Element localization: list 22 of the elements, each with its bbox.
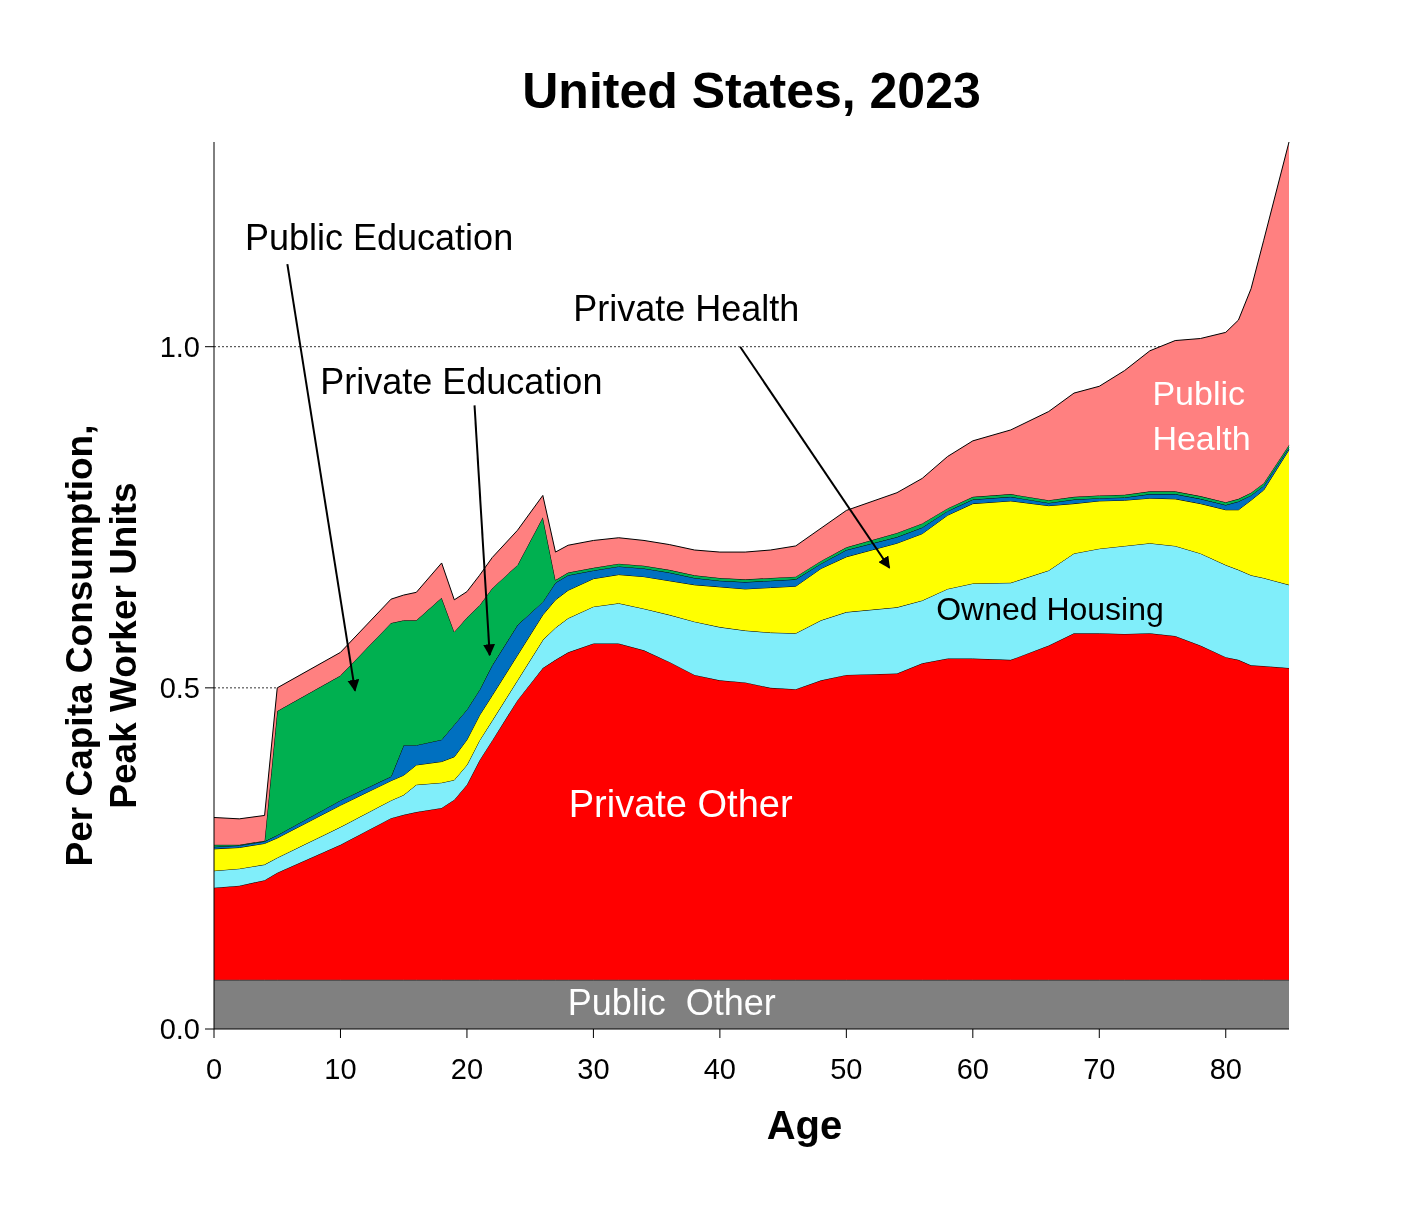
text: Private Health <box>573 287 800 329</box>
series-label: Owned Housing <box>936 590 1164 627</box>
y-tick-label: 0.0 <box>159 1013 200 1045</box>
x-tick-label: 40 <box>703 1053 737 1085</box>
x-axis-title: Age <box>766 1103 843 1147</box>
series-label: Private Other <box>568 783 793 826</box>
x-tick-label: 20 <box>450 1053 484 1085</box>
text: Public Education <box>244 217 514 259</box>
y-axis-title: Per Capita Consumption, Peak Worker Units <box>59 424 144 867</box>
x-tick-label: 10 <box>324 1053 357 1085</box>
text: Private Education <box>320 360 603 402</box>
y-tick-label: 1.0 <box>159 330 200 363</box>
x-tick-label: 0 <box>205 1053 223 1085</box>
x-tick-label: 60 <box>956 1053 989 1085</box>
x-tick-label: 70 <box>1083 1053 1116 1085</box>
x-tick-label: 30 <box>577 1053 610 1085</box>
x-tick-label: 80 <box>1209 1053 1242 1085</box>
x-tick-label: 50 <box>830 1053 863 1085</box>
y-tick-label: 0.5 <box>159 671 200 704</box>
series-label: Public Other <box>567 982 776 1024</box>
series-label: Public Health <box>1152 374 1251 457</box>
chart-title: United States, 2023 <box>522 63 981 119</box>
